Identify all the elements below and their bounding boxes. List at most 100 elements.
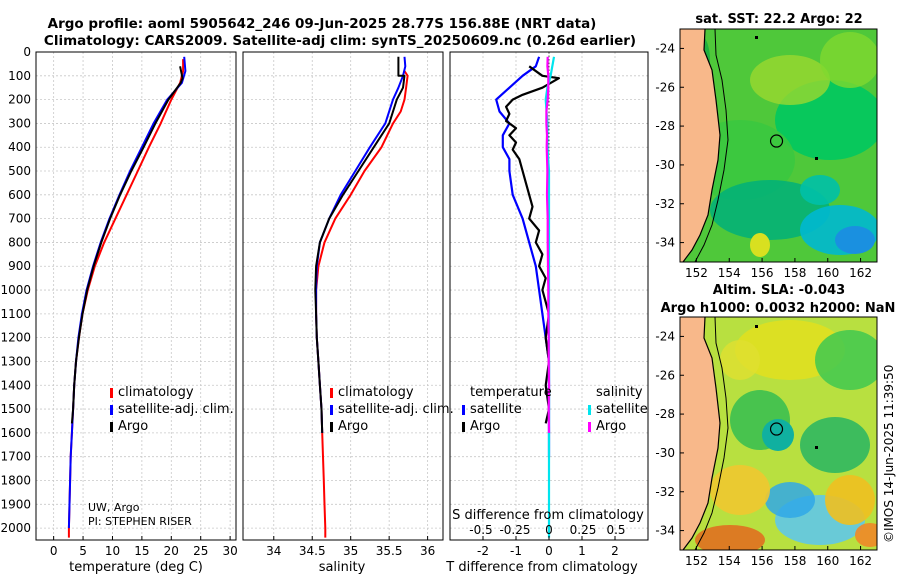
x-tick-label: 25 — [193, 544, 208, 558]
lat-tick-label: -26 — [655, 80, 675, 94]
legend-title-salinity: salinity — [596, 385, 643, 400]
temperature-panel: 0 5 10 15 20 25 30 0 100 200 300 400 500 600 700 800 90… — [0, 45, 237, 575]
station-dot — [755, 36, 758, 39]
x-tick-label: -1 — [510, 544, 522, 558]
sst-map-ticks: 152 154 156 158 160 162 -24 -26 -28 -30 -32 -34 — [655, 41, 872, 280]
coastline — [682, 29, 721, 262]
legend-climatology: climatology — [338, 385, 414, 400]
temperature-grid — [36, 51, 236, 540]
lat-tick-label: -24 — [655, 329, 675, 343]
lon-tick-label: 156 — [751, 554, 774, 568]
lon-tick-label: 152 — [685, 266, 708, 280]
s-tick-label: 0.5 — [606, 523, 625, 537]
salinity-panel: 34 34.5 35 35.5 36 salinity climatology sate… — [242, 51, 454, 575]
sla-map-panel: Altim. SLA: -0.043 Argo h1000: 0.0032 h2… — [655, 283, 895, 568]
temperature-legend: climatology satellite-adj. clim. Argo — [110, 385, 234, 434]
sla-map-subtitle: Argo h1000: 0.0032 h2000: NaN — [661, 301, 896, 316]
sla-map-title: Altim. SLA: -0.043 — [713, 283, 845, 298]
temperature-ticks: 0 5 10 15 20 25 30 — [50, 536, 238, 558]
lon-tick-label: 160 — [816, 266, 839, 280]
legend-swatch-s-satellite — [588, 405, 591, 415]
s-difference-label: S difference from climatology — [452, 508, 644, 523]
lat-tick-label: -24 — [655, 41, 675, 55]
legend-swatch-climatology — [110, 388, 113, 398]
header-title-line1: Argo profile: aoml 5905642_246 09-Jun-20… — [48, 16, 597, 32]
lon-tick-label: 156 — [751, 266, 774, 280]
legend-satellite: satellite-adj. clim. — [118, 402, 234, 417]
lat-tick-label: -32 — [655, 485, 675, 499]
legend-swatch-climatology — [330, 388, 333, 398]
x-tick-label: 10 — [105, 544, 120, 558]
station-dot — [815, 446, 818, 449]
y-tick-label: 800 — [8, 235, 31, 249]
y-tick-label: 1900 — [0, 497, 31, 511]
sst-heatmap — [680, 29, 877, 262]
legend-swatch-argo — [330, 422, 333, 432]
x-tick-label: 35.5 — [376, 544, 403, 558]
series-t-argo — [505, 65, 561, 424]
legend-argo: Argo — [118, 419, 148, 434]
legend-title-temperature: temperature — [470, 385, 552, 400]
header-title-line2: Climatology: CARS2009. Satellite-adj cli… — [44, 33, 636, 49]
legend-swatch-satellite — [330, 405, 333, 415]
lon-tick-label: 154 — [718, 554, 741, 568]
sst-map-title: sat. SST: 22.2 Argo: 22 — [695, 12, 862, 27]
lat-tick-label: -30 — [655, 158, 675, 172]
lon-tick-label: 162 — [849, 266, 872, 280]
x-tick-label: 2 — [611, 544, 619, 558]
sla-map-ticks: 152 154 156 158 160 162 -24 -26 -28 -30 -32 -34 — [655, 329, 872, 568]
lon-tick-label: 152 — [685, 554, 708, 568]
sst-map-panel: sat. SST: 22.2 Argo: 22 152 154 156 158 160 1… — [655, 12, 878, 280]
legend-t-satellite: satellite — [470, 402, 522, 417]
lon-tick-label: 158 — [783, 554, 806, 568]
s-tick-label: -0.5 — [469, 523, 492, 537]
difference-legend: temperature salinity satellite Argo sate… — [462, 385, 648, 434]
depth-ticks: 0 100 200 300 400 500 600 700 800 900 1000 1100 1200… — [0, 45, 31, 535]
y-tick-label: 400 — [8, 140, 31, 154]
sla-map-frame — [679, 316, 878, 551]
y-tick-label: 1200 — [0, 331, 31, 345]
x-tick-label: 34.5 — [299, 544, 326, 558]
y-tick-label: 1300 — [0, 354, 31, 368]
s-tick-label: 0 — [545, 523, 553, 537]
x-tick-label: 30 — [222, 544, 237, 558]
y-tick-label: 1100 — [0, 307, 31, 321]
legend-swatch-t-argo — [462, 422, 465, 432]
salinity-legend: climatology satellite-adj. clim. Argo — [330, 385, 454, 434]
legend-argo: Argo — [338, 419, 368, 434]
temperature-xlabel: temperature (deg C) — [69, 560, 203, 575]
x-tick-label: 0 — [50, 544, 58, 558]
y-tick-label: 200 — [8, 93, 31, 107]
argo-position-marker — [769, 422, 784, 436]
salinity-ticks: 34 34.5 35 35.5 36 — [266, 536, 435, 558]
legend-swatch-argo — [110, 422, 113, 432]
y-tick-label: 1400 — [0, 378, 31, 392]
y-tick-label: 2000 — [0, 521, 31, 535]
x-tick-label: 35 — [343, 544, 358, 558]
y-tick-label: 1700 — [0, 450, 31, 464]
x-tick-label: 5 — [79, 544, 87, 558]
sla-heatmap — [680, 317, 877, 550]
lon-tick-label: 160 — [816, 554, 839, 568]
lat-tick-label: -34 — [655, 524, 675, 538]
s-tick-label: -0.25 — [499, 523, 530, 537]
lat-tick-label: -34 — [655, 236, 675, 250]
y-tick-label: 300 — [8, 116, 31, 130]
y-tick-label: 500 — [8, 164, 31, 178]
legend-s-argo: Argo — [596, 419, 626, 434]
y-tick-label: 600 — [8, 188, 31, 202]
t-difference-xlabel: T difference from climatology — [445, 560, 638, 575]
series-climatology — [315, 70, 409, 538]
x-tick-label: 0 — [545, 544, 553, 558]
y-tick-label: 1000 — [0, 283, 31, 297]
salinity-grid — [243, 51, 443, 540]
lat-tick-label: -32 — [655, 197, 675, 211]
legend-satellite: satellite-adj. clim. — [338, 402, 454, 417]
sst-map-frame — [679, 28, 878, 263]
y-tick-label: 100 — [8, 69, 31, 83]
lon-tick-label: 158 — [783, 266, 806, 280]
legend-swatch-satellite — [110, 405, 113, 415]
lon-tick-label: 162 — [849, 554, 872, 568]
land-mass — [680, 29, 720, 262]
s-tick-label: 0.25 — [570, 523, 597, 537]
